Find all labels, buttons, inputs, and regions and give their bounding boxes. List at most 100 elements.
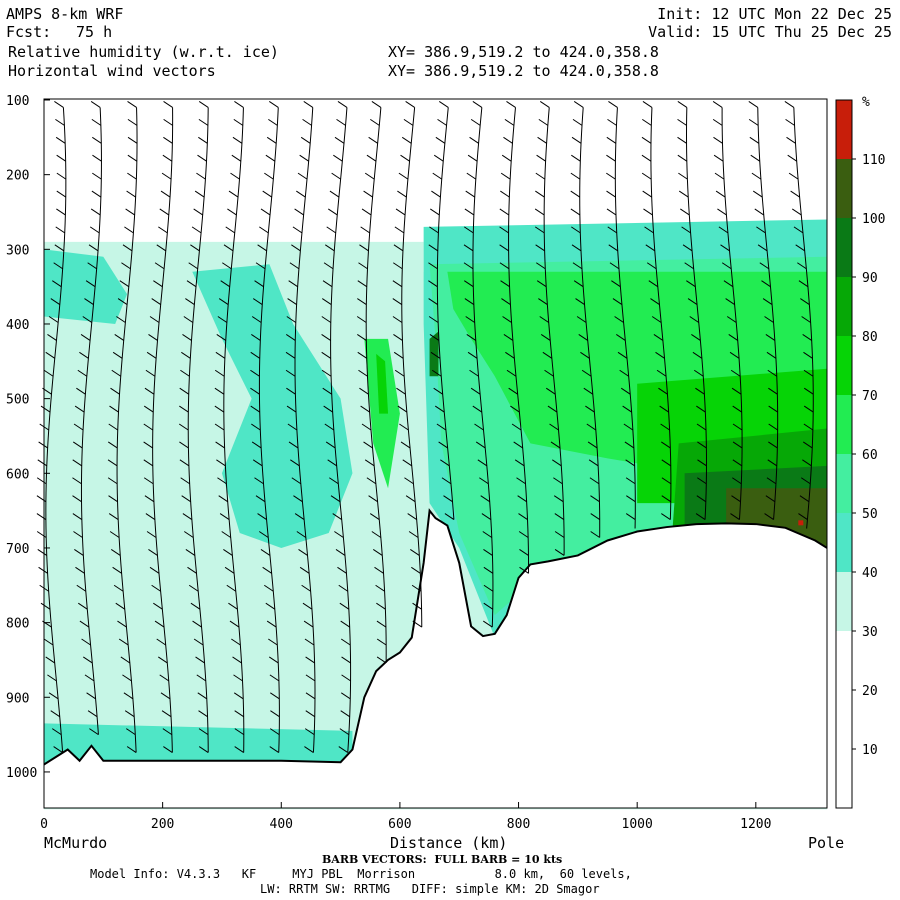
barb-flag: [677, 101, 688, 108]
barb-flag: [696, 405, 706, 413]
barb-flag: [536, 154, 546, 162]
barb-flag: [268, 118, 278, 126]
barb-flag: [573, 280, 584, 288]
barb-flag: [803, 369, 814, 377]
barb-flag: [469, 369, 479, 377]
barb-flag: [469, 136, 479, 144]
barb-flag: [48, 316, 59, 323]
barb-flag: [230, 172, 240, 180]
barb-flag: [803, 405, 814, 413]
barb-flag: [761, 280, 771, 288]
barb-flag: [553, 495, 564, 503]
barb-flag: [124, 710, 135, 718]
barb-flag: [470, 387, 481, 395]
barb-flag: [186, 280, 197, 288]
barb-flag: [681, 226, 691, 234]
barb-flag: [334, 136, 345, 144]
barb-flag: [483, 549, 493, 556]
barb-flag: [695, 513, 706, 521]
barb-flag: [356, 316, 367, 323]
barb-flag: [254, 280, 264, 288]
barb-flag: [400, 441, 411, 449]
barb-flag: [321, 369, 332, 377]
barb-flag: [325, 244, 335, 252]
barb-flag: [784, 101, 795, 108]
barb-flag: [715, 190, 726, 198]
barb-flag: [145, 369, 156, 377]
colorbar-label: 40: [862, 566, 878, 581]
y-tick-label: 800: [6, 617, 29, 632]
plot-frame: [43, 98, 828, 809]
barb-flag: [393, 351, 404, 359]
barb-flag: [732, 423, 743, 431]
barb-flag: [143, 441, 153, 449]
barb-flag: [786, 136, 796, 144]
barb-flag: [335, 549, 346, 556]
barb-flag: [361, 208, 372, 216]
colorbar-cell: [836, 631, 852, 690]
colorbar-cell: [836, 159, 852, 218]
barb-flag: [337, 566, 347, 574]
barb-flag: [357, 280, 368, 288]
barb-flag: [53, 262, 63, 270]
barb-flag: [642, 101, 653, 108]
barb-flag: [678, 190, 689, 198]
barb-flag: [218, 298, 229, 305]
barb-flag: [712, 118, 723, 126]
barb-flag: [85, 280, 96, 288]
barb-flag: [56, 154, 66, 162]
barb-flag: [180, 369, 190, 377]
barb-flag: [221, 531, 231, 538]
barb-flag: [251, 441, 262, 449]
barb-flag: [677, 118, 687, 126]
barb-flag: [215, 441, 225, 449]
colorbar-cell: [836, 749, 852, 808]
barb-flag: [504, 118, 515, 126]
barb-flag: [84, 298, 94, 305]
barb-flag: [321, 316, 332, 323]
barb-shaft: [436, 107, 455, 520]
colorbar: 10 20 30 40 50 60 70 80 90 100 110%: [835, 95, 885, 809]
barb-flag: [111, 369, 122, 377]
barb-flag: [114, 333, 124, 341]
barb-flag: [109, 405, 119, 413]
barb-flag: [51, 728, 62, 736]
barb-flag: [296, 531, 307, 538]
barb-flag: [143, 459, 154, 467]
barb-flag: [293, 495, 303, 503]
barb-flag: [198, 746, 209, 753]
barb-flag: [270, 692, 280, 700]
barb-flag: [303, 620, 314, 628]
valid-time: Valid: 15 UTC Thu 25 Dec 25: [648, 23, 892, 41]
barb-flag: [332, 513, 342, 521]
barb-flag: [250, 387, 260, 395]
barb-flag: [732, 459, 743, 467]
barb-flag: [483, 566, 494, 574]
barb-flag: [38, 566, 48, 574]
rh-region-9: [376, 353, 389, 414]
field-rh-title: Relative humidity (w.r.t. ice): [8, 43, 279, 61]
barb-flag: [227, 208, 237, 216]
barb-flag: [52, 280, 62, 288]
barb-flag: [123, 692, 134, 700]
barb-flag: [214, 369, 225, 377]
barb-flag: [405, 495, 416, 503]
barb-flag: [803, 351, 813, 359]
x-tick-label: 200: [151, 817, 174, 832]
barb-flag: [535, 172, 546, 180]
barb-flag: [182, 513, 193, 521]
barb-shaft: [686, 107, 707, 520]
barb-flag: [217, 477, 227, 485]
barb-flag: [264, 172, 274, 180]
barb-flag: [517, 495, 527, 503]
barb-flag: [766, 477, 777, 485]
terrain-fill: [44, 510, 827, 808]
barb-flag: [731, 495, 741, 503]
barb-flag: [74, 549, 84, 556]
barb-flag: [376, 638, 387, 646]
barb-flag: [265, 602, 276, 610]
barb-flag: [464, 208, 475, 216]
barb-flag: [216, 459, 226, 467]
barb-flag: [730, 513, 740, 521]
